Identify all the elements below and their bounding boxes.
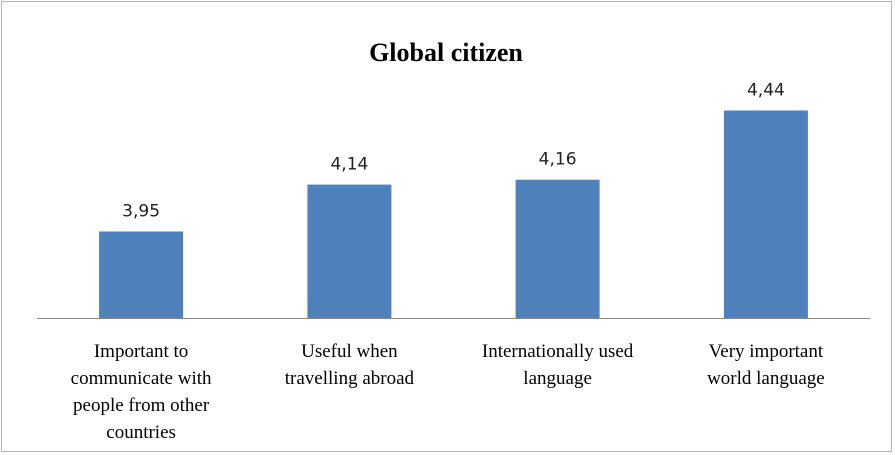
bar-1 bbox=[99, 231, 184, 318]
category-label-line: world language bbox=[707, 368, 825, 389]
bar-4 bbox=[723, 110, 808, 318]
category-label-1: Important to communicate with people from … bbox=[71, 341, 212, 443]
category-label-line: Useful when bbox=[301, 341, 398, 362]
category-label-3: Internationally used language bbox=[482, 341, 634, 389]
category-label-line: travelling abroad bbox=[285, 368, 415, 389]
category-label-line: communicate with bbox=[71, 368, 212, 389]
category-label-line: people from other bbox=[73, 395, 210, 416]
category-label-line: countries bbox=[106, 422, 176, 443]
data-label-2: 4,14 bbox=[330, 155, 368, 175]
category-label-line: Very important bbox=[709, 341, 824, 362]
category-label-2: Useful when travelling abroad bbox=[285, 341, 415, 389]
category-label-line: language bbox=[523, 368, 592, 389]
bars-layer bbox=[99, 110, 808, 318]
data-label-4: 4,44 bbox=[747, 81, 785, 101]
data-label-3: 4,16 bbox=[539, 150, 577, 170]
data-labels-layer: 3,95 4,14 4,16 4,44 bbox=[122, 81, 785, 222]
category-label-line: Important to bbox=[94, 341, 188, 362]
category-label-line: Internationally used bbox=[482, 341, 634, 362]
data-label-1: 3,95 bbox=[122, 202, 160, 222]
category-labels-layer: Important to communicate with people from … bbox=[71, 341, 825, 443]
bar-3 bbox=[515, 179, 600, 318]
bar-2 bbox=[307, 184, 392, 318]
category-label-4: Very important world language bbox=[707, 341, 825, 389]
chart-title: Global citizen bbox=[369, 38, 523, 67]
